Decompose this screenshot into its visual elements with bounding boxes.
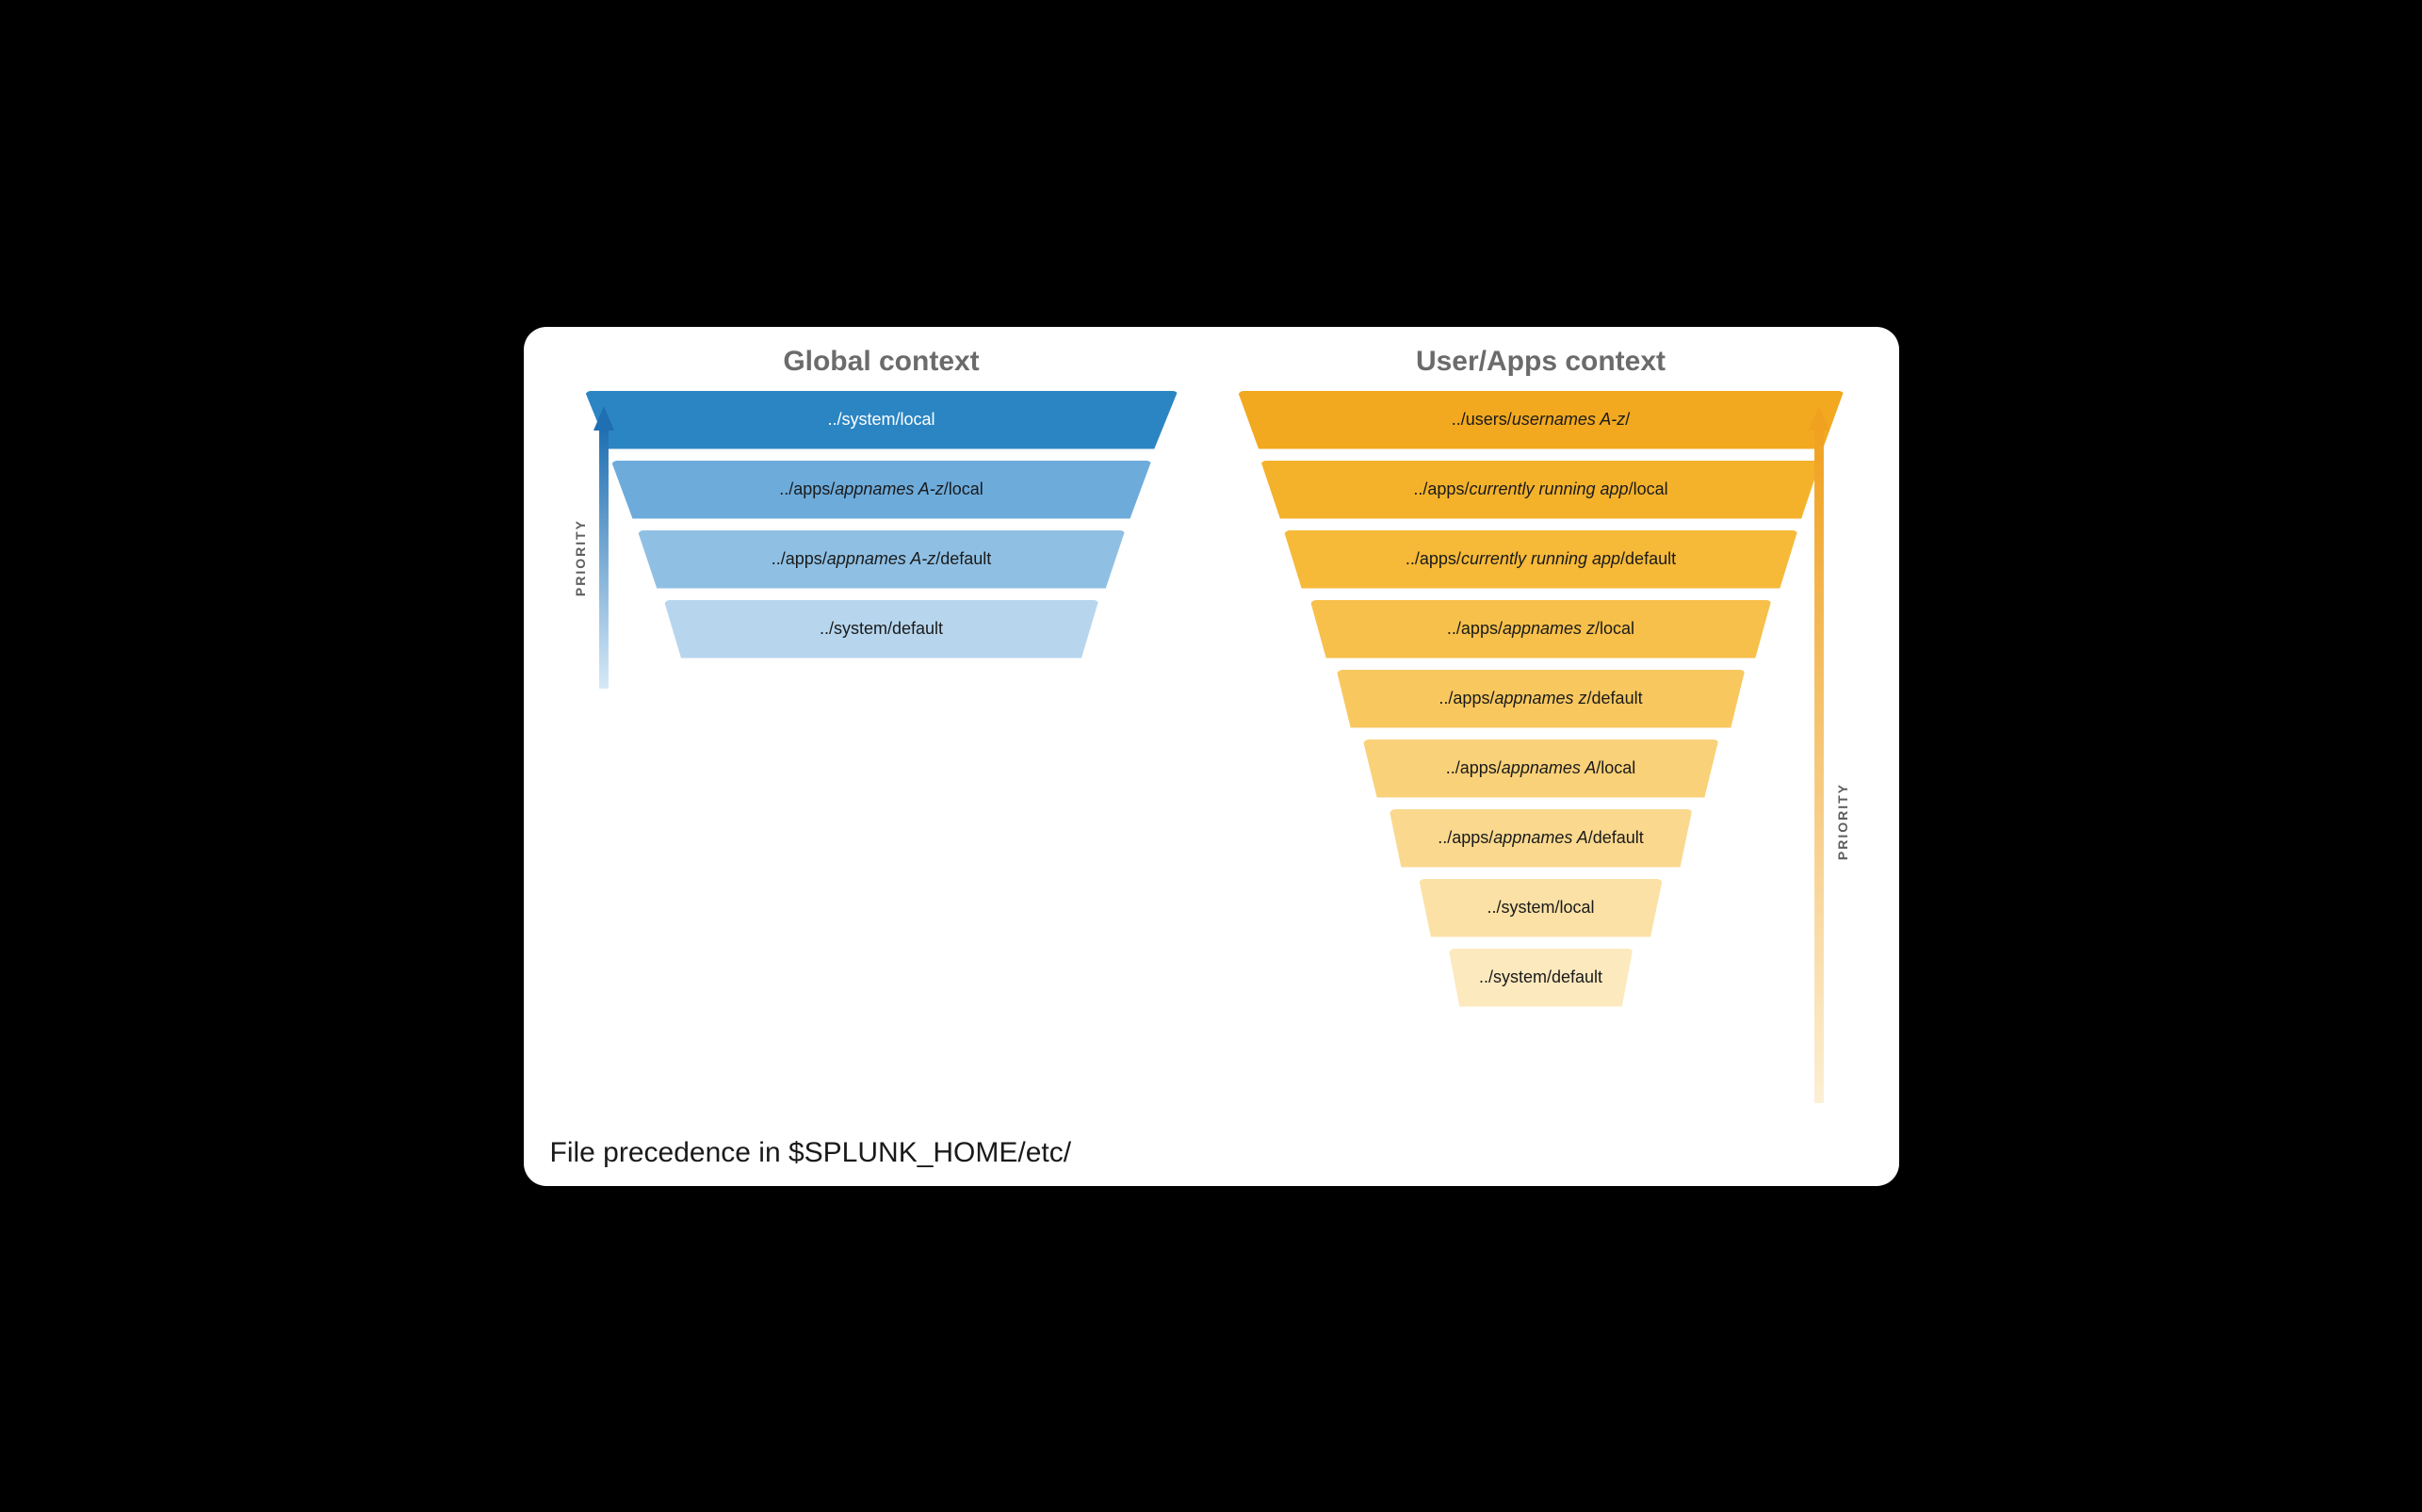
priority-arrow-right: PRIORITY [1809,406,1829,1103]
funnel-layer-bar: ../apps/appnames A-z/local [611,461,1152,519]
funnel-layer-bar: ../apps/currently running app/local [1260,461,1821,519]
funnel-layer-bar: ../users/usernames A-z/ [1238,391,1845,449]
funnel-layer: ../system/local [1211,879,1871,937]
funnel-layer-bar: ../apps/appnames z/local [1310,600,1772,658]
funnel-layer: ../apps/appnames z/default [1211,670,1871,728]
funnel-layer-text: currently running app [1469,480,1628,499]
funnel-layer: ../apps/currently running app/default [1211,530,1871,589]
funnel-layer: ../apps/appnames A-z/default [552,530,1211,589]
funnel-layer-text: ../system/default [1479,967,1602,987]
funnel-layer: ../system/default [552,600,1211,658]
funnel-layer-bar: ../apps/appnames A/default [1390,809,1693,868]
funnel-layer-text: ../apps/ [779,480,835,499]
funnel-layer-text: ../system/default [820,619,943,639]
funnel-layer-text: /default [1587,689,1643,708]
funnel-layer-text: appnames A [1502,758,1596,778]
funnel-layer-text: ../apps/ [772,549,827,569]
funnel-layer-text: /default [935,549,991,569]
funnel-layer: ../apps/currently running app/local [1211,461,1871,519]
global-context-title: Global context [783,346,979,378]
funnel-layer-bar: ../system/local [1419,879,1663,937]
funnel-layer-text: /local [944,480,983,499]
arrow-up-icon [593,406,614,689]
funnel-layer-text: ../users/ [1452,410,1512,430]
user-apps-context-funnel: ../users/usernames A-z/ ../apps/currently… [1211,391,1871,1007]
funnel-layer: ../apps/appnames A-z/local [552,461,1211,519]
funnel-layer-text: /local [1629,480,1668,499]
funnel-layer-text: ../apps/ [1446,758,1502,778]
funnel-layer-text: usernames A-z [1512,410,1625,430]
global-context-column: Global context ../system/local ../apps/ap… [552,346,1211,1120]
funnel-layer-text: appnames A-z [827,549,935,569]
funnel-layer-text: appnames A-z [835,480,943,499]
funnel-layer-text: appnames z [1494,689,1586,708]
funnel-layer-bar: ../system/default [1449,949,1634,1007]
funnel-layer-text: /local [1596,758,1635,778]
arrow-up-icon [1809,406,1829,1103]
funnel-layer-text: /local [1595,619,1634,639]
funnel-layer-text: appnames z [1503,619,1595,639]
funnel-layer-bar: ../apps/appnames A-z/default [638,530,1126,589]
funnel-layer-text: /default [1620,549,1676,569]
global-context-funnel: ../system/local ../apps/appnames A-z/loca… [552,391,1211,658]
funnel-layer-text: ../apps/ [1413,480,1469,499]
funnel-layer-text: ../system/local [827,410,935,430]
funnel-layer-bar: ../apps/appnames z/default [1337,670,1746,728]
footer-caption: File precedence in $SPLUNK_HOME/etc/ [550,1137,1072,1169]
funnel-layer: ../apps/appnames z/local [1211,600,1871,658]
funnel-layer-text: appnames A [1493,828,1587,848]
priority-label-right: PRIORITY [1835,783,1850,860]
funnel-layer: ../system/local [552,391,1211,449]
funnel-layer-text: ../apps/ [1438,828,1493,848]
funnel-layer: ../system/default [1211,949,1871,1007]
user-apps-context-column: User/Apps context ../users/usernames A-z… [1211,346,1871,1120]
priority-label-left: PRIORITY [573,519,588,596]
funnel-layer-bar: ../system/default [664,600,1099,658]
funnel-layer-text: ../apps/ [1406,549,1461,569]
user-apps-context-title: User/Apps context [1416,346,1666,378]
diagram-frame: Global context ../system/local ../apps/ap… [524,327,1899,1186]
funnel-layer: ../users/usernames A-z/ [1211,391,1871,449]
funnel-layer-text: /default [1588,828,1644,848]
funnel-layer: ../apps/appnames A/local [1211,740,1871,798]
funnel-layer-text: / [1625,410,1630,430]
funnel-layer-bar: ../apps/currently running app/default [1284,530,1798,589]
funnel-layer-text: ../apps/ [1439,689,1494,708]
funnel-layer-text: ../system/local [1487,898,1594,918]
funnel-layer-bar: ../system/local [585,391,1178,449]
funnel-layer-text: currently running app [1461,549,1620,569]
funnel-layer-text: ../apps/ [1447,619,1503,639]
priority-arrow-left: PRIORITY [593,406,614,689]
funnel-layer: ../apps/appnames A/default [1211,809,1871,868]
funnel-layer-bar: ../apps/appnames A/local [1363,740,1719,798]
